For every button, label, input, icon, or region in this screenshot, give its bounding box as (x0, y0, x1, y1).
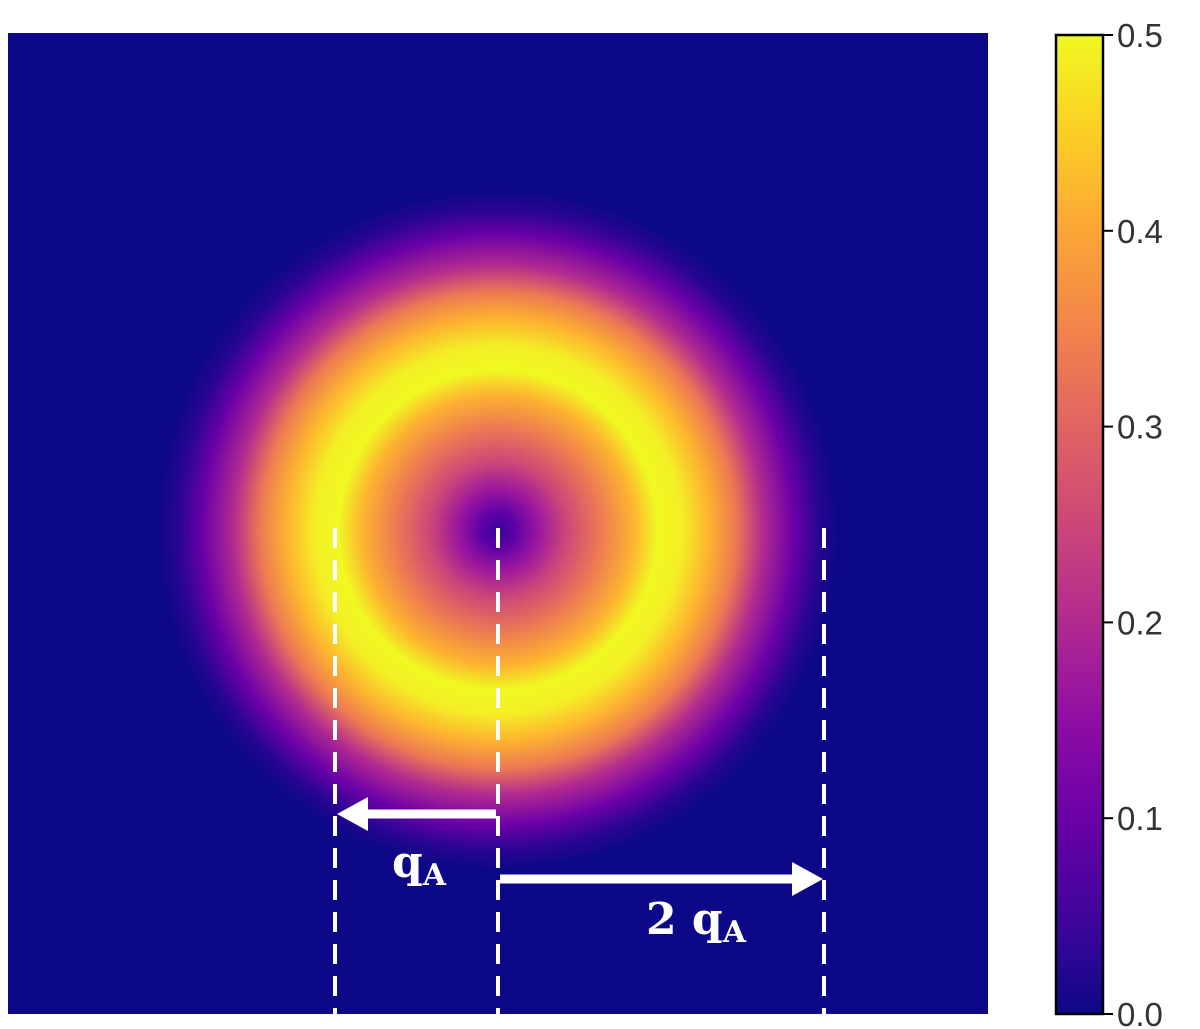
colorbar-tick-label: 0.3 (1117, 409, 1163, 446)
colorbar-tick-label: 0.5 (1117, 17, 1163, 54)
colorbar-tick-label: 0.0 (1117, 996, 1163, 1029)
colorbar: 0.0 0.1 0.2 0.3 0.4 0.5 (1054, 17, 1163, 1029)
colorbar-tick-label: 0.4 (1117, 213, 1163, 250)
colorbar-tick-label: 0.2 (1117, 604, 1163, 641)
colorbar-tick-label: 0.1 (1117, 800, 1163, 837)
arrow-qA (337, 797, 496, 831)
label-2qA: 2 qA (646, 894, 747, 950)
reference-lines (333, 528, 826, 1014)
colorbar-fill (1054, 33, 1105, 1016)
colorbar-ticks: 0.0 0.1 0.2 0.3 0.4 0.5 (1103, 17, 1163, 1029)
label-qA: qA (392, 837, 447, 893)
arrow-2qA (500, 862, 823, 896)
